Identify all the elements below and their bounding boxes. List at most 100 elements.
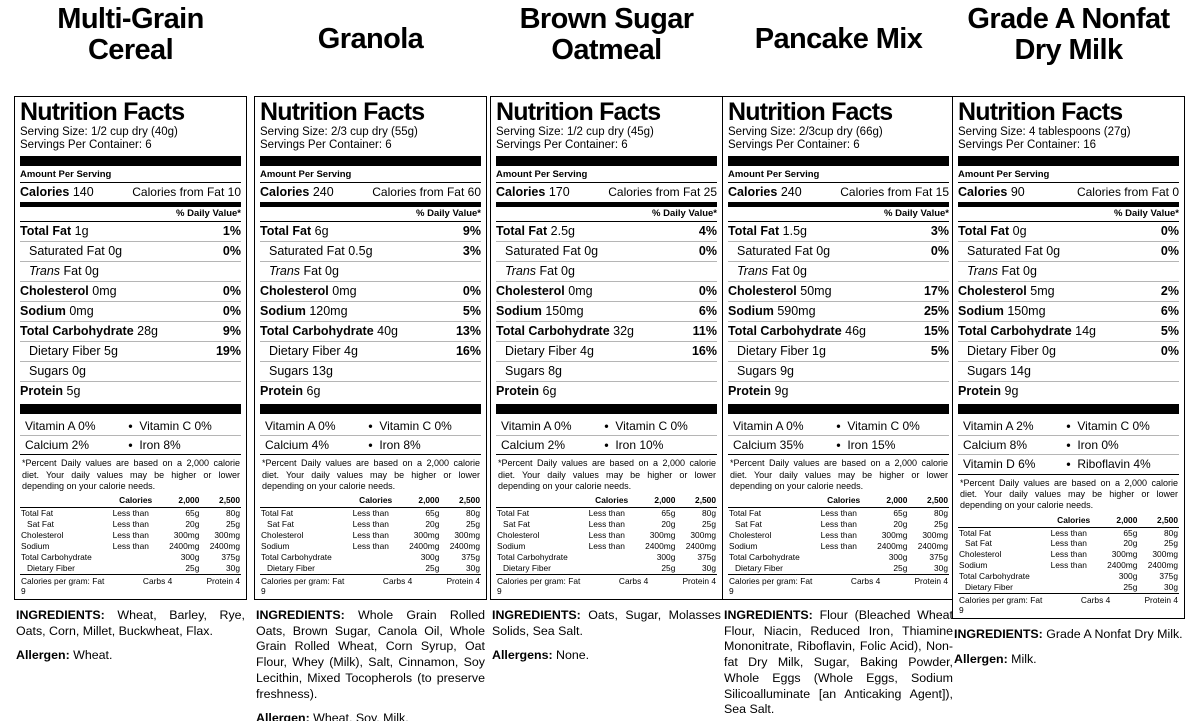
thick-divider-2 [958, 403, 1179, 414]
ingredients-block: INGREDIENTS: Wheat, Barley, Rye, Oats, C… [14, 608, 247, 640]
ingredients-label: INGREDIENTS: [16, 607, 105, 622]
dv-row-qualifier [352, 563, 400, 574]
dv-row-qualifier [588, 552, 636, 563]
dv-table-row: Cholesterol Less than 300mg 300mg [958, 549, 1179, 560]
dv-row-qualifier: Less than [820, 519, 857, 530]
dv-row-2000: 300g [888, 551, 908, 562]
nutrient-row: Sodium 590mg 25% [728, 300, 949, 321]
allergen-block: Allergen: Wheat, Soy, Milk. [254, 711, 487, 721]
dv-row-qualifier [112, 552, 160, 563]
nutrient-daily-value: 6% [1160, 303, 1179, 318]
dv-table-row: Dietary Fiber 25g 30g [728, 563, 949, 574]
nutrient-row: Total Carbohydrate 28g 9% [20, 320, 241, 341]
nutrient-daily-value: 16% [455, 343, 481, 358]
dv-row-2000: 300g [180, 551, 200, 562]
dv-table-row: Cholesterol Less than 300mg 300mg [728, 530, 949, 541]
dv-table-row: Sodium Less than 2400mg 2400mg [496, 541, 717, 552]
nutrient-row: Protein 5g [20, 380, 241, 401]
daily-value-table: Calories 2,000 2,500 Total Fat Less than 65g 8… [20, 495, 241, 573]
nutrient-name: Saturated Fat [967, 243, 1043, 258]
vitamin-row: Calcium 35% • Iron 15% [728, 435, 949, 454]
ingredients-label: INGREDIENTS: [724, 607, 813, 622]
nutrient-row: Total Carbohydrate 32g 11% [496, 320, 717, 341]
bullet-icon: • [128, 418, 133, 433]
nutrient-name: Cholesterol [728, 283, 797, 298]
vitamin-right: Vitamin C 0% [847, 418, 920, 433]
nutrient-name: Trans [29, 263, 61, 278]
dv-col-2000: 2,000 [886, 495, 908, 506]
dv-col-2000: 2,000 [654, 495, 676, 506]
medium-divider [496, 202, 717, 208]
calories-from-fat-value: 60 [467, 185, 481, 200]
nutrient-value: 40g [377, 323, 399, 338]
nutrient-name: Total Fat [260, 223, 312, 238]
vitamin-row: Calcium 2% • Iron 8% [20, 435, 241, 454]
dv-row-qualifier [352, 552, 400, 563]
dv-col-2500: 2,500 [695, 495, 716, 506]
nutrient-name: Sugars [269, 363, 309, 378]
nutrient-name: Sodium [20, 303, 66, 318]
bullet-icon: • [836, 418, 841, 433]
nutrient-name: Cholesterol [20, 283, 89, 298]
dv-row-2500: 30g [466, 562, 480, 573]
nutrient-value: 0g [1046, 243, 1061, 258]
nutrient-value: 0g [816, 243, 831, 258]
bullet-icon: • [368, 438, 373, 453]
bullet-icon: • [604, 438, 609, 453]
amount-per-serving-label: Amount Per Serving [20, 168, 112, 180]
nutrient-name: Total Carbohydrate [260, 323, 374, 338]
dv-col-blank [496, 495, 588, 507]
product-title-slot: Brown Sugar Oatmeal [490, 0, 723, 96]
nutrient-value: 6g [314, 223, 329, 238]
dv-row-qualifier: Less than [351, 507, 400, 520]
dv-col-2000: 2,000 [418, 495, 440, 506]
nutrient-row: Cholesterol 0mg 0% [20, 280, 241, 301]
allergen-label: Allergens: [492, 648, 553, 663]
nutrient-row: Protein 6g [496, 380, 717, 401]
dv-row-2000: 65g [399, 507, 441, 520]
nutrient-daily-value: 4% [698, 223, 717, 238]
nutrient-value: 150mg [545, 303, 584, 318]
nutrient-name: Trans [269, 263, 301, 278]
dv-table-row: Sodium Less than 2400mg 2400mg [20, 541, 241, 552]
dv-row-2500: 375g [697, 551, 716, 562]
dv-row-qualifier: Less than [820, 540, 857, 551]
nutrient-daily-value: 9% [462, 223, 481, 238]
dv-row-2000: 25g [661, 562, 676, 573]
nutrient-row: Cholesterol 0mg 0% [260, 280, 481, 301]
nutrient-daily-value: 0% [222, 243, 241, 258]
dv-table-row: Total Fat Less than 65g 80g [260, 507, 481, 520]
calories-value: 240 [780, 185, 802, 200]
dv-row-qualifier: Less than [819, 507, 868, 520]
dv-row-2500: 80g [200, 507, 241, 520]
nutrient-value: 0g [1012, 223, 1027, 238]
bullet-icon: • [836, 438, 841, 453]
nutrient-value: Fat 0g [303, 263, 339, 278]
dv-col-2500: 2,500 [219, 495, 240, 506]
dv-table-row: Total Fat Less than 65g 80g [20, 507, 241, 520]
vitamin-left: Calcium 2% [25, 438, 90, 453]
nutrient-daily-value: 19% [215, 343, 241, 358]
nutrient-name: Trans [737, 263, 769, 278]
serving-size: Serving Size: 1/2 cup dry (40g) [20, 126, 178, 138]
vitamin-left: Vitamin A 0% [265, 418, 336, 433]
dv-table-row: Total Fat Less than 65g 80g [496, 507, 717, 520]
dv-table-row: Total Fat Less than 65g 80g [728, 507, 949, 520]
nutrient-row: Total Fat 2.5g 4% [496, 220, 717, 241]
nutrition-facts-heading: Nutrition Facts [496, 98, 661, 126]
serving-size: Serving Size: 2/3 cup dry (55g) [260, 126, 418, 138]
dv-row-2500: 25g [1164, 538, 1178, 549]
dv-table-header-row: Calories 2,000 2,500 [20, 495, 241, 507]
nutrient-name: Total Fat [958, 223, 1010, 238]
nutrient-row: Dietary Fiber 4g 16% [260, 340, 481, 361]
vitamin-row: Vitamin A 0% • Vitamin C 0% [260, 416, 481, 435]
nutrient-row: Trans Fat 0g [958, 260, 1179, 281]
calories-per-gram-carbs: Carbs 4 [382, 575, 413, 586]
nutrient-value: 8g [548, 363, 562, 378]
ingredients-label: INGREDIENTS: [256, 607, 345, 622]
nutrient-value: 6g [306, 383, 321, 398]
nutrient-name: Dietary Fiber [269, 343, 341, 358]
dv-row-name: Sat Fat [965, 538, 992, 549]
nutrient-name: Total Carbohydrate [728, 323, 842, 338]
nutrient-name: Total Carbohydrate [958, 323, 1072, 338]
